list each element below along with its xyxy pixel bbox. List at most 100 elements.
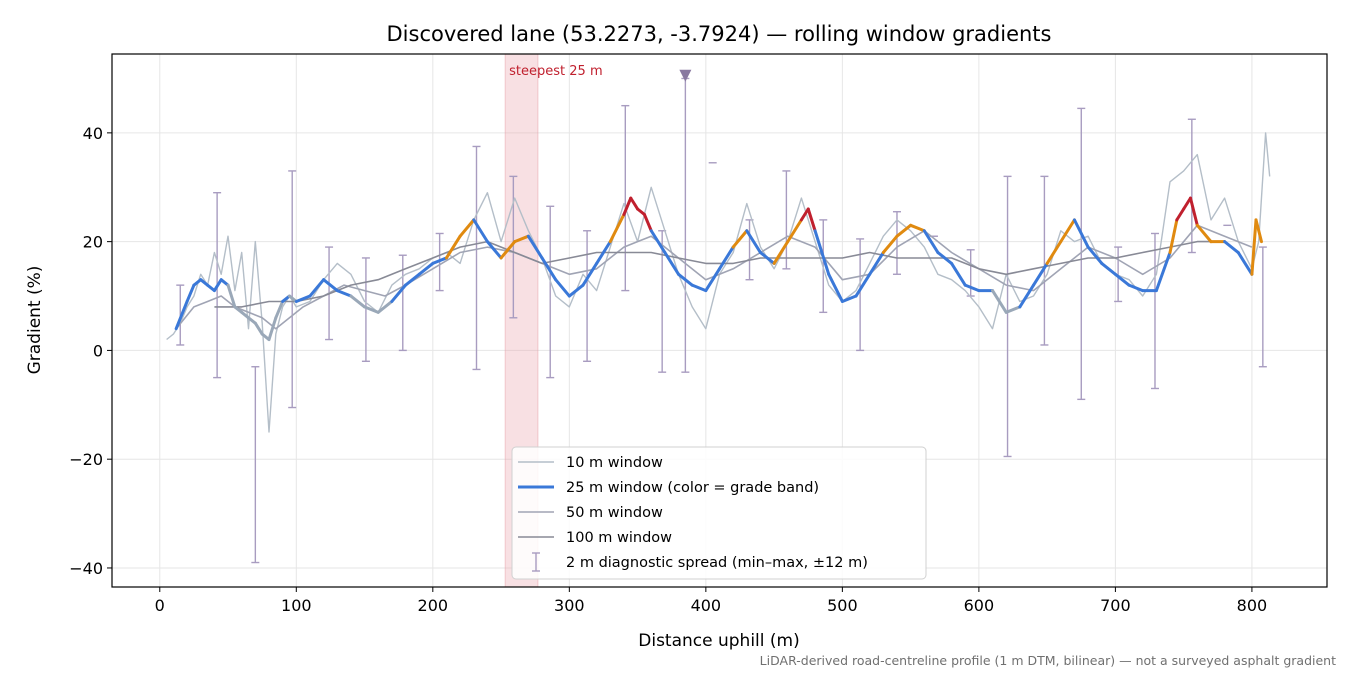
- spread-bar: [621, 104, 630, 292]
- series-25m-segment: [458, 218, 476, 238]
- legend-swatch-spread: [532, 552, 540, 572]
- series-25m-segment: [1182, 196, 1192, 211]
- series-25m-segment: [991, 289, 1008, 314]
- series-25m-segment: [772, 240, 790, 265]
- series-25m-segment: [431, 256, 448, 265]
- series-25m-segment: [1254, 218, 1263, 244]
- y-tick-label: −20: [69, 450, 103, 469]
- spread-bar: [1003, 175, 1012, 458]
- y-axis-title: Gradient (%): [25, 266, 45, 375]
- series-25m-segment: [731, 229, 749, 249]
- series-25m-segment: [1250, 218, 1258, 276]
- y-tick-label: 0: [93, 341, 103, 360]
- marker-triangle: [679, 69, 692, 82]
- series-25m-segment: [485, 240, 503, 260]
- series-25m-segment: [1113, 272, 1131, 287]
- legend-label-10m: 10 m window: [566, 455, 663, 471]
- series-25m-segment: [294, 294, 312, 303]
- series-25m-segment: [936, 251, 954, 265]
- series-25m-segment: [274, 299, 285, 320]
- series-25m-segment: [1154, 251, 1172, 293]
- x-tick-label: 500: [827, 596, 858, 615]
- series-25m-segment: [335, 289, 353, 298]
- series-25m-segment: [1086, 245, 1104, 265]
- plot-frame: [111, 53, 1328, 588]
- spread-errorbars: [176, 77, 1267, 564]
- spread-bar: [1040, 175, 1049, 346]
- series-25m-segment: [390, 283, 408, 303]
- series-25m-segment: [363, 305, 380, 314]
- series-50m-line: [175, 224, 1253, 330]
- series-25m-segment: [1100, 261, 1117, 276]
- spread-bar: [782, 170, 791, 270]
- series-25m-segment: [595, 240, 612, 265]
- series-25m-segment: [622, 196, 633, 216]
- y-tick-label: 20: [83, 233, 103, 252]
- series-25m-line: [174, 196, 1263, 342]
- spread-bar: [251, 366, 260, 564]
- series-25m-segment: [642, 212, 653, 233]
- series-25m-segment: [950, 261, 967, 287]
- x-tick-label: 400: [691, 596, 722, 615]
- series-25m-segment: [554, 278, 571, 298]
- spread-bar: [361, 257, 370, 362]
- series-25m-segment: [799, 207, 810, 222]
- series-25m-segment: [963, 283, 981, 293]
- chart-title: Discovered lane (53.2273, -3.7924) — rol…: [387, 22, 1052, 46]
- series-25m-segment: [1072, 218, 1090, 249]
- x-axis-ticks: 0 100 200 300 400 500 600 700 800: [155, 587, 1267, 615]
- x-tick-label: 100: [281, 596, 312, 615]
- series-25m-segment: [444, 234, 462, 260]
- x-axis-title: Distance uphill (m): [638, 631, 799, 651]
- series-25m-segment: [404, 272, 421, 287]
- series-25m-segment: [1175, 207, 1186, 222]
- legend-label-100m: 100 m window: [566, 530, 672, 546]
- series-25m-segment: [1045, 240, 1063, 265]
- series-25m-segment: [226, 283, 237, 309]
- series-25m-segment: [868, 251, 885, 276]
- spread-bar: [288, 170, 297, 409]
- series-25m-segment: [806, 207, 817, 233]
- series-25m-segment: [718, 245, 735, 271]
- series-25m-segment: [663, 251, 681, 276]
- series-25m-segment: [649, 229, 667, 255]
- series-25m-segment: [690, 283, 708, 293]
- series-25m-segment: [745, 229, 762, 255]
- series-25m-segment: [253, 321, 264, 336]
- spread-bar: [472, 145, 481, 371]
- series-25m-segment: [267, 316, 278, 342]
- spread-bar: [398, 254, 407, 352]
- x-tick-label: 200: [418, 596, 449, 615]
- series-25m-segment: [526, 234, 544, 260]
- y-axis-ticks: −40 −20 0 20 40: [69, 124, 112, 578]
- series-25m-segment: [308, 278, 326, 298]
- series-25m-segment: [1168, 218, 1179, 255]
- series-25m-segment: [376, 299, 394, 314]
- series-25m-segment: [581, 261, 599, 287]
- spread-bar: [546, 205, 555, 379]
- series-25m-segment: [349, 294, 367, 309]
- steepest-label: steepest 25 m: [509, 64, 602, 79]
- series-lines: [166, 132, 1271, 433]
- series-100m-line: [214, 240, 1225, 308]
- series-25m-segment: [1018, 283, 1035, 309]
- series-25m-segment: [922, 229, 940, 255]
- series-25m-segment: [786, 218, 803, 244]
- y-tick-label: 40: [83, 124, 103, 143]
- series-25m-segment: [881, 234, 899, 255]
- series-25m-segment: [1059, 218, 1076, 244]
- spread-bar: [1150, 232, 1159, 390]
- footnote: LiDAR-derived road-centreline profile (1…: [760, 653, 1336, 668]
- series-25m-segment: [513, 234, 530, 244]
- series-25m-segment: [758, 251, 776, 265]
- spread-bar: [1258, 246, 1267, 368]
- series-25m-segment: [174, 299, 189, 331]
- series-25m-segment: [608, 212, 626, 244]
- series-25m-segment: [813, 229, 831, 276]
- series-25m-segment: [704, 267, 721, 293]
- series-25m-segment: [540, 256, 558, 282]
- series-25m-segment: [1223, 240, 1240, 255]
- series-25m-segment: [1127, 283, 1145, 293]
- spread-bar: [509, 175, 518, 319]
